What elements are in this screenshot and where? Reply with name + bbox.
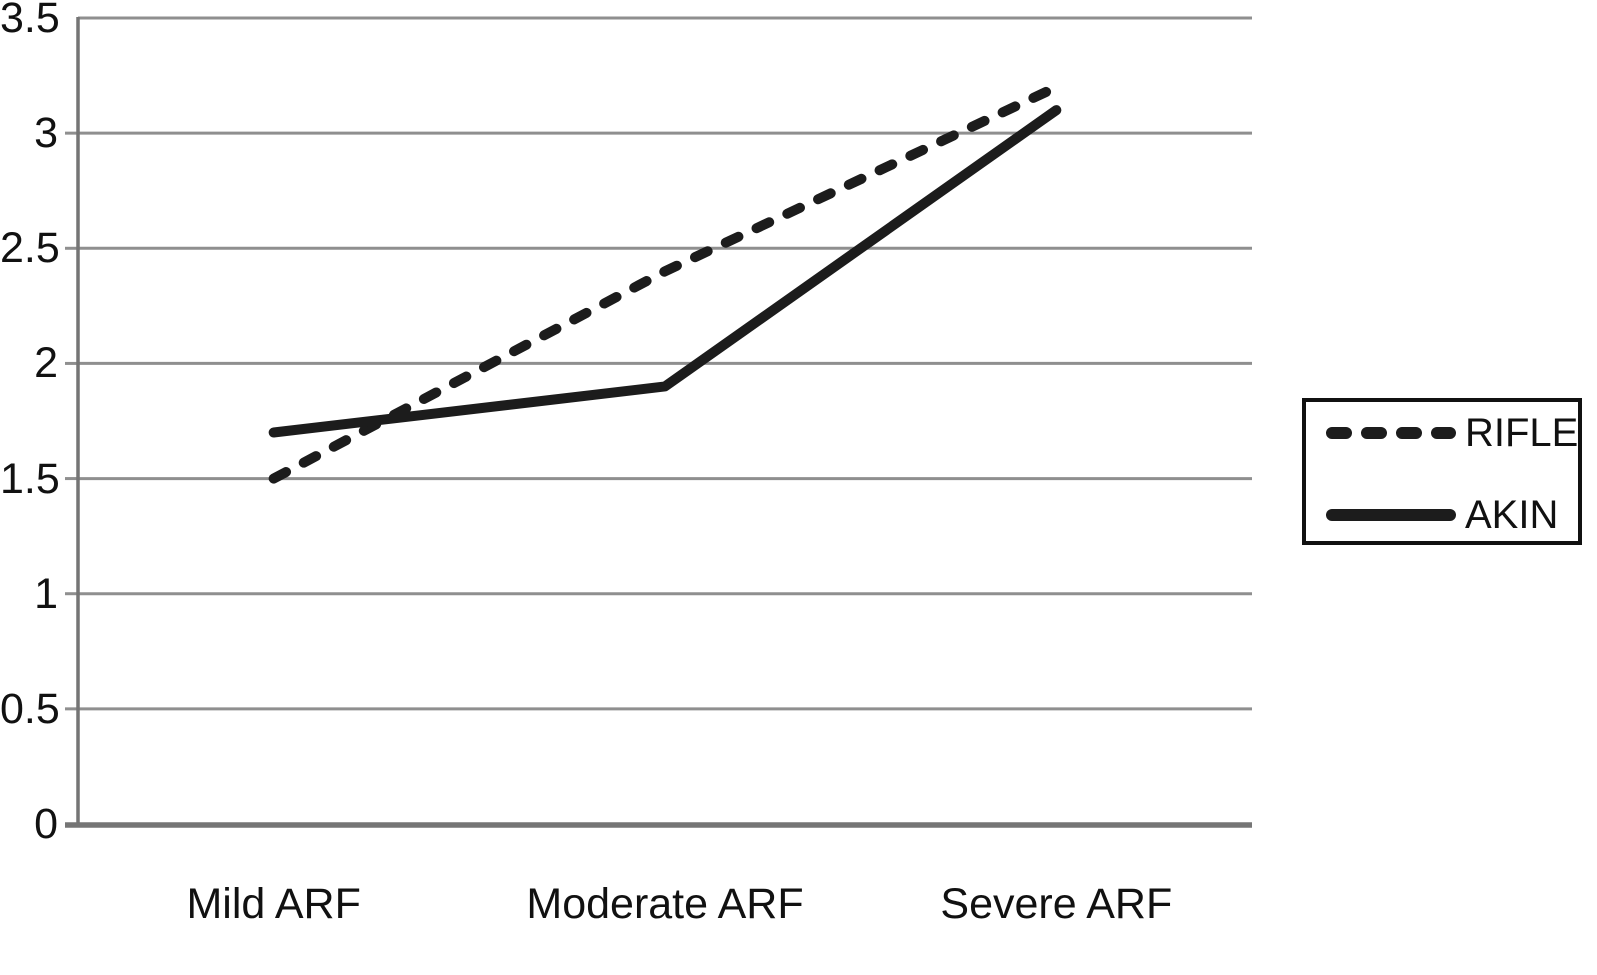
legend-box: RIFLE AKIN bbox=[1302, 398, 1582, 545]
x-category-label: Severe ARF bbox=[940, 880, 1173, 928]
y-tick-label: 3 bbox=[34, 109, 58, 158]
rifle-line bbox=[268, 82, 1062, 484]
y-tick-label: 1.5 bbox=[0, 454, 60, 503]
y-tick-label: 1 bbox=[34, 569, 58, 618]
y-tick-label: 2 bbox=[34, 339, 58, 388]
y-tick-label: 0.5 bbox=[0, 684, 60, 733]
x-category-label: Mild ARF bbox=[186, 880, 361, 928]
legend-label-rifle: RIFLE bbox=[1465, 410, 1579, 455]
akin-line bbox=[268, 105, 1062, 438]
akin-solid-line-sample bbox=[1326, 509, 1456, 521]
y-tick-label: 2.5 bbox=[0, 224, 60, 273]
legend-item-rifle: RIFLE bbox=[1324, 410, 1578, 456]
y-tick-label: 0 bbox=[34, 800, 58, 848]
legend-item-akin: AKIN bbox=[1324, 492, 1572, 538]
x-category-label: Moderate ARF bbox=[526, 880, 804, 928]
y-tick-label: 3.5 bbox=[0, 0, 60, 42]
rifle-dashed-line-sample bbox=[1326, 427, 1456, 439]
legend-label-akin: AKIN bbox=[1465, 492, 1559, 537]
